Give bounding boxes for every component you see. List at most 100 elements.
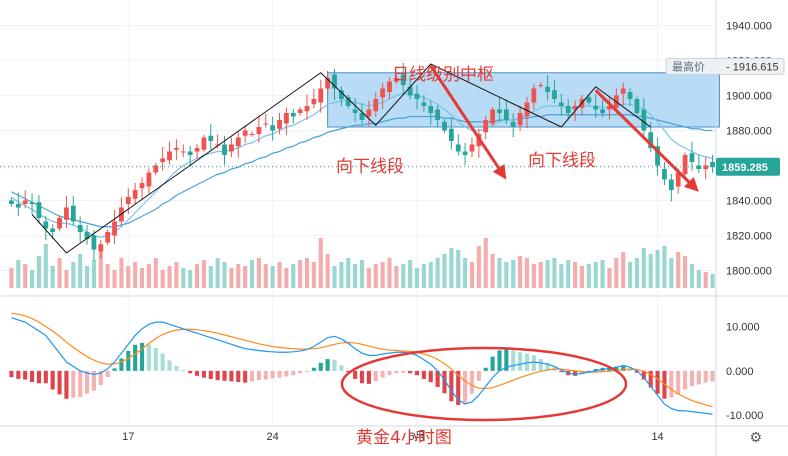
volume-bar bbox=[236, 264, 241, 288]
candle-body bbox=[607, 106, 612, 110]
macd-hist-bar bbox=[456, 370, 461, 405]
macd-hist-bar bbox=[256, 370, 261, 381]
pivot-zone-box bbox=[327, 72, 720, 128]
volume-bar bbox=[188, 270, 193, 288]
volume-bar bbox=[256, 258, 261, 288]
volume-bar bbox=[456, 250, 461, 288]
macd-hist-bar bbox=[36, 370, 41, 384]
macd-hist-bar bbox=[64, 370, 69, 399]
volume-bar bbox=[634, 258, 640, 288]
candle-body bbox=[696, 165, 702, 169]
candle-body bbox=[689, 153, 695, 162]
candle-body bbox=[125, 197, 131, 204]
volume-bar bbox=[449, 248, 454, 288]
down-leg-2-label: 向下线段 bbox=[528, 151, 596, 171]
candle-body bbox=[380, 88, 386, 98]
candle-body bbox=[194, 148, 200, 152]
volume-bar bbox=[414, 268, 420, 288]
volume-bar bbox=[531, 264, 536, 288]
volume-bar bbox=[366, 268, 371, 288]
volume-bar bbox=[641, 248, 646, 288]
candle-body bbox=[586, 97, 592, 103]
volume-bar bbox=[380, 262, 385, 288]
candle-body bbox=[600, 109, 605, 113]
macd-hist-bar bbox=[476, 370, 481, 381]
candle-body bbox=[180, 151, 186, 153]
macd-hist-bar bbox=[586, 370, 591, 372]
volume-bar bbox=[332, 266, 337, 288]
volume-bar bbox=[126, 266, 131, 288]
candle-body bbox=[36, 202, 42, 218]
candle-body bbox=[710, 162, 715, 168]
volume-bar bbox=[353, 264, 358, 288]
macd-hist-bar bbox=[683, 370, 688, 390]
macd-hist-bar bbox=[243, 370, 248, 383]
candle-body bbox=[242, 130, 248, 136]
macd-tick-label-1: 0.000 bbox=[726, 366, 754, 378]
time-tick-label-3: 14 bbox=[651, 431, 663, 443]
macd-tick-label-2: -10.000 bbox=[726, 410, 763, 422]
macd-hist-bar bbox=[188, 370, 193, 374]
volume-bar bbox=[435, 258, 440, 288]
volume-bars bbox=[9, 238, 715, 288]
candle-body bbox=[400, 74, 406, 85]
volume-bar bbox=[600, 260, 605, 288]
macd-hist-bar bbox=[270, 370, 275, 379]
volume-bar bbox=[318, 238, 323, 288]
candle-body bbox=[338, 90, 344, 99]
settings-gear-icon[interactable]: ⚙ bbox=[749, 430, 762, 446]
macd-hist-bar bbox=[284, 370, 289, 377]
volume-bar bbox=[181, 268, 186, 288]
volume-bar bbox=[112, 270, 117, 288]
high-price-tag-bg bbox=[665, 57, 785, 75]
volume-bar bbox=[559, 264, 564, 288]
volume-bar bbox=[133, 262, 138, 288]
volume-bar bbox=[277, 262, 282, 288]
candle-body bbox=[270, 125, 276, 131]
time-tick-label-0: 17 bbox=[122, 431, 134, 443]
macd-hist-bar bbox=[359, 370, 365, 384]
candle-body bbox=[222, 144, 227, 155]
candle-body bbox=[565, 106, 571, 113]
candle-body bbox=[407, 86, 413, 96]
volume-bar bbox=[689, 264, 695, 288]
volume-bar bbox=[78, 254, 83, 288]
volume-bar bbox=[201, 260, 206, 288]
candle-body bbox=[552, 90, 557, 99]
volume-bar bbox=[57, 258, 62, 288]
macd-hist-bar bbox=[304, 370, 310, 372]
macd-hist-bar bbox=[387, 370, 392, 376]
macd-hist-bar bbox=[23, 370, 28, 380]
volume-bar bbox=[29, 270, 35, 288]
volume-bar bbox=[64, 270, 69, 288]
macd-hist-bar bbox=[428, 370, 433, 383]
volume-bar bbox=[579, 266, 585, 288]
volume-bar bbox=[23, 264, 28, 288]
volume-bar bbox=[43, 244, 48, 288]
volume-bar bbox=[538, 262, 543, 288]
candle-body bbox=[64, 207, 69, 220]
volume-bar bbox=[573, 262, 578, 288]
macd-dif-line bbox=[11, 317, 713, 415]
volume-bar bbox=[167, 266, 172, 288]
volume-bar bbox=[105, 264, 110, 288]
price-tick-label-5: 1840.000 bbox=[726, 196, 772, 208]
macd-hist-bar bbox=[160, 353, 165, 371]
candle-body bbox=[393, 78, 399, 82]
volume-bar bbox=[511, 260, 516, 288]
macd-hist-bar bbox=[201, 370, 206, 378]
candle-body bbox=[428, 106, 434, 113]
macd-hist-bar bbox=[655, 370, 660, 394]
candle-body bbox=[332, 74, 337, 89]
macd-hist-bar bbox=[469, 370, 475, 394]
volume-bar bbox=[476, 246, 481, 288]
volume-bar bbox=[263, 264, 268, 288]
macd-hist-bar bbox=[641, 370, 646, 380]
arrow-head-1 bbox=[492, 163, 507, 180]
macd-hist-bar bbox=[311, 367, 316, 371]
candle-body bbox=[132, 190, 138, 199]
macd-hist-bar bbox=[449, 370, 454, 402]
candle-body bbox=[70, 205, 76, 222]
macd-hist-bar bbox=[318, 362, 323, 371]
